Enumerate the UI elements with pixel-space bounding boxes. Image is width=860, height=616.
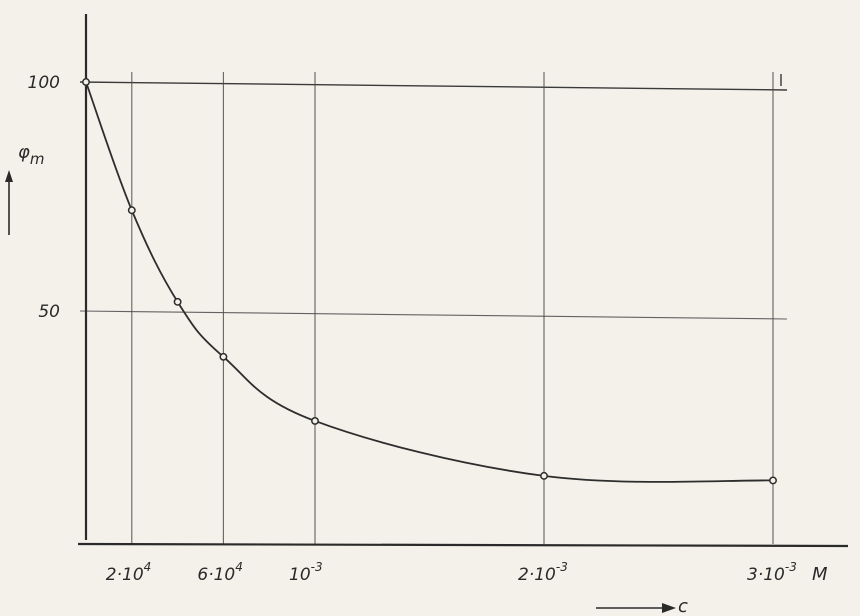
grid (79, 72, 788, 544)
data-point (219, 352, 228, 361)
gridline-y (79, 81, 788, 91)
data-point (82, 78, 90, 86)
series-line (85, 81, 774, 483)
gridline-y (79, 310, 788, 320)
x-axis-label: c (678, 596, 688, 616)
x-axis-arrow-head (662, 603, 676, 613)
labels: φm M c 100 50 2·104 6·104 10-3 2·10-3 3·10-3 (18, 73, 828, 616)
y-axis-arrow-head (5, 170, 13, 182)
x-tick-label: 2·104 (106, 560, 152, 585)
series (82, 78, 777, 485)
data-point (127, 206, 136, 215)
y-axis-label: φm (18, 142, 45, 168)
axis-arrows (5, 170, 676, 613)
x-tick-label: 6·104 (197, 560, 243, 585)
data-point (540, 471, 548, 480)
x-tick-label: 10-3 (289, 560, 323, 585)
y-tick-label: 100 (28, 73, 60, 93)
x-tick-label: 3·10-3 (747, 560, 797, 585)
x-tick-label: 2·10-3 (518, 560, 568, 585)
data-point (769, 476, 777, 485)
y-tick-label: 50 (38, 302, 60, 322)
x-axis-line (77, 542, 849, 548)
data-point (173, 297, 182, 306)
data-point (311, 416, 319, 425)
axes (77, 14, 849, 548)
x-axis-unit: M (812, 564, 828, 585)
